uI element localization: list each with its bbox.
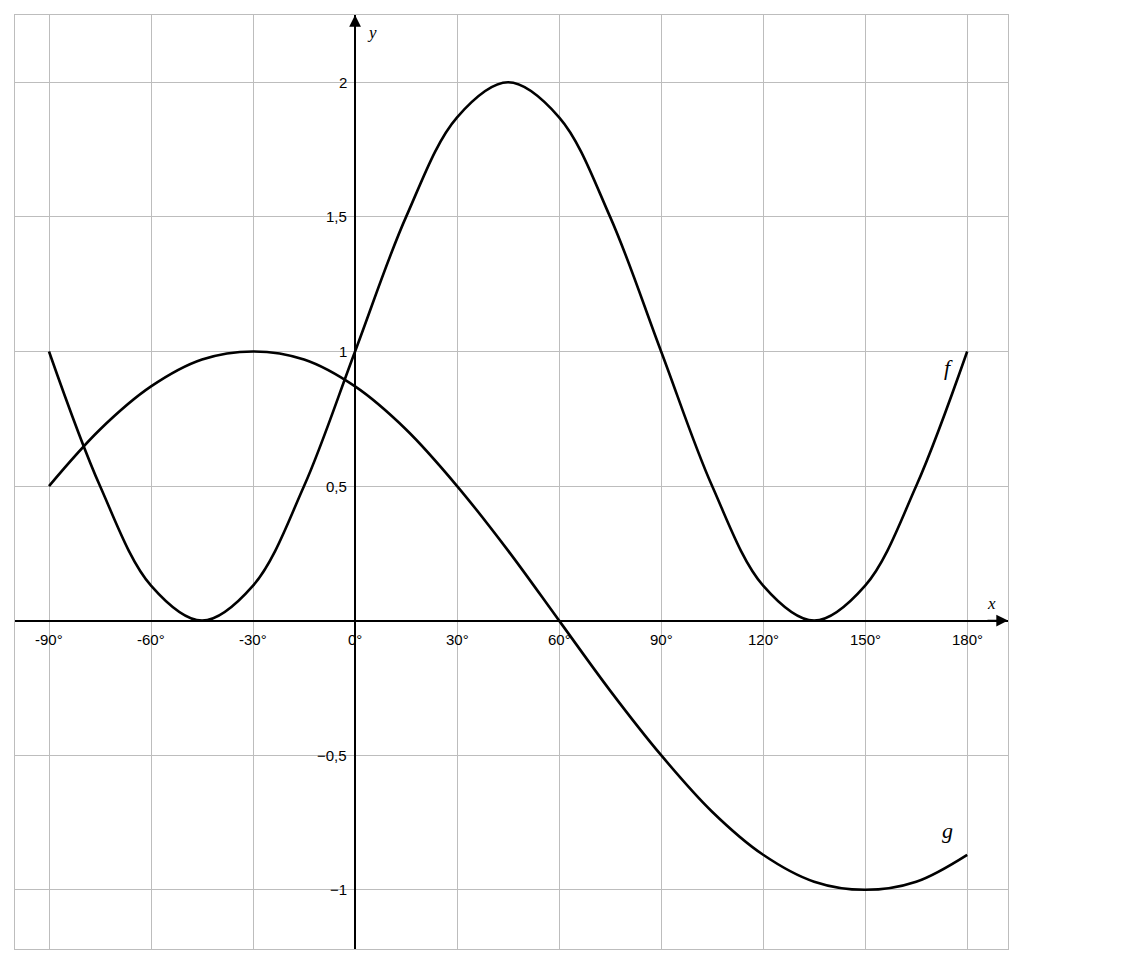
svg-text:1: 1 (339, 343, 347, 360)
svg-text:150°: 150° (850, 631, 881, 648)
svg-text:x: x (987, 594, 996, 613)
svg-text:f: f (944, 355, 953, 380)
svg-text:60°: 60° (548, 631, 571, 648)
svg-text:−1: −1 (330, 881, 347, 898)
svg-text:1,5: 1,5 (326, 208, 347, 225)
svg-text:-30°: -30° (239, 631, 267, 648)
svg-text:0,5: 0,5 (326, 478, 347, 495)
svg-text:2: 2 (339, 74, 347, 91)
svg-text:-90°: -90° (35, 631, 63, 648)
svg-text:−0,5: −0,5 (317, 747, 347, 764)
svg-text:-60°: -60° (137, 631, 165, 648)
svg-text:120°: 120° (748, 631, 779, 648)
svg-text:y: y (367, 23, 377, 42)
svg-text:30°: 30° (446, 631, 469, 648)
svg-text:g: g (942, 818, 953, 843)
svg-text:90°: 90° (650, 631, 673, 648)
svg-text:180°: 180° (952, 631, 983, 648)
svg-text:0°: 0° (348, 631, 362, 648)
